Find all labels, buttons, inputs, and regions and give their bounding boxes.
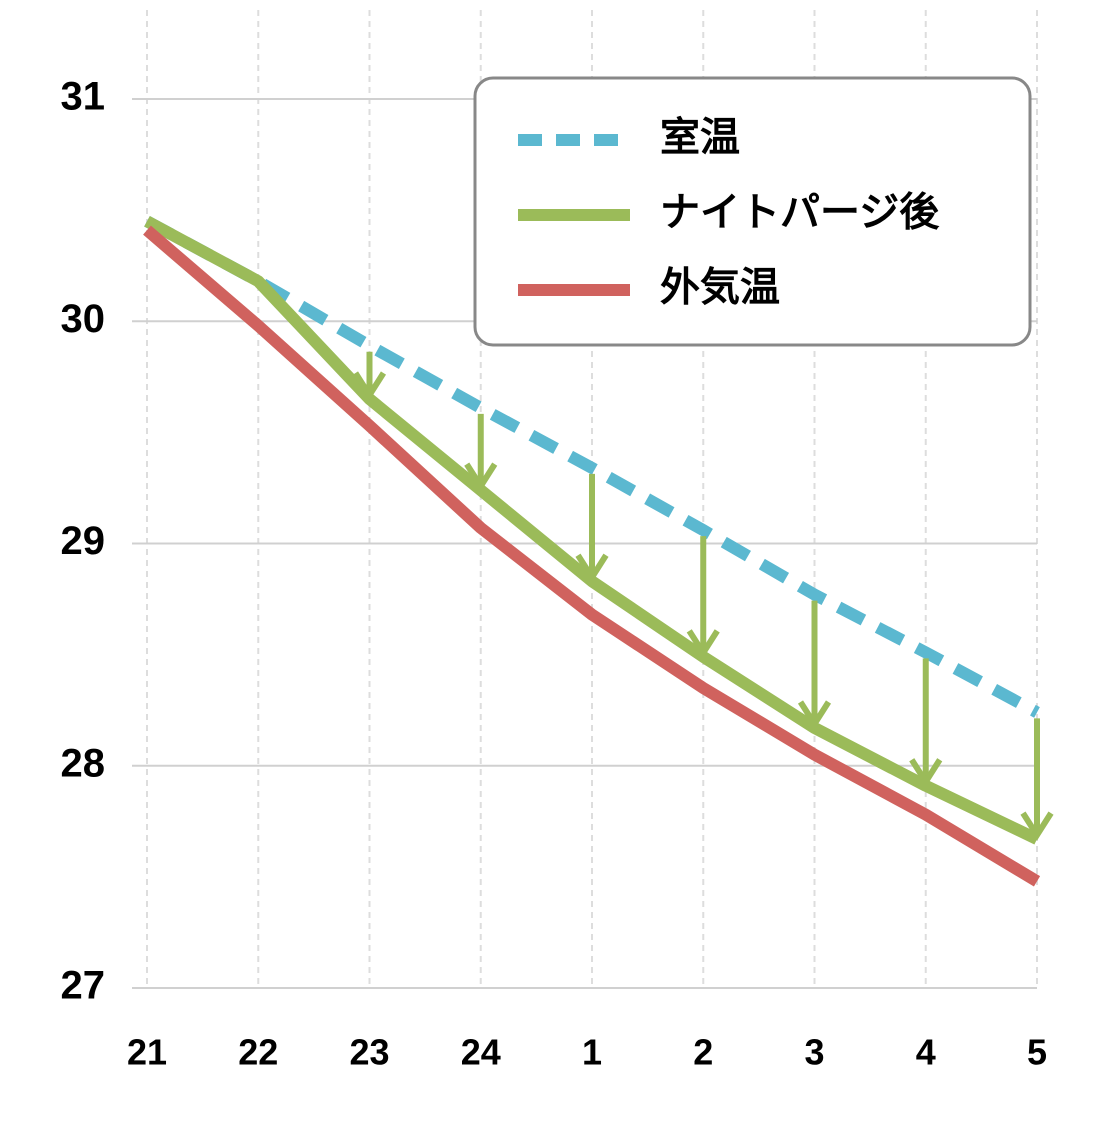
legend-label: 室温 <box>660 116 740 160</box>
arrow-head <box>352 371 387 401</box>
y-tick-label: 28 <box>61 741 106 785</box>
x-tick-label: 1 <box>582 1032 602 1073</box>
x-tick-label: 4 <box>916 1032 936 1073</box>
arrow <box>464 413 498 492</box>
legend-label: ナイトパージ後 <box>660 191 940 235</box>
arrow-head <box>575 553 609 583</box>
arrow-head <box>909 758 943 788</box>
y-tick-label: 31 <box>61 75 106 119</box>
x-tick-label: 5 <box>1027 1032 1047 1073</box>
x-tick-label: 24 <box>461 1032 501 1073</box>
series-line <box>144 215 1040 718</box>
x-tick-label: 21 <box>127 1032 167 1073</box>
arrow-head <box>797 700 832 730</box>
arrow-head <box>464 462 498 492</box>
y-tick-label: 27 <box>61 964 106 1008</box>
arrow <box>352 351 387 401</box>
legend-label: 外気温 <box>660 266 780 310</box>
arrow <box>1020 718 1054 841</box>
series-line <box>143 225 1041 887</box>
y-tick-label: 30 <box>61 297 106 341</box>
x-tick-label: 2 <box>693 1032 713 1073</box>
x-tick-label: 22 <box>238 1032 278 1073</box>
arrow <box>909 658 943 788</box>
x-tick-label: 3 <box>804 1032 824 1073</box>
arrow <box>575 473 609 583</box>
arrow-head <box>1020 811 1054 841</box>
arrow <box>686 536 720 659</box>
arrow-head <box>686 629 720 659</box>
y-tick-label: 29 <box>61 519 106 563</box>
x-tick-label: 23 <box>349 1032 389 1073</box>
arrow <box>797 600 832 730</box>
